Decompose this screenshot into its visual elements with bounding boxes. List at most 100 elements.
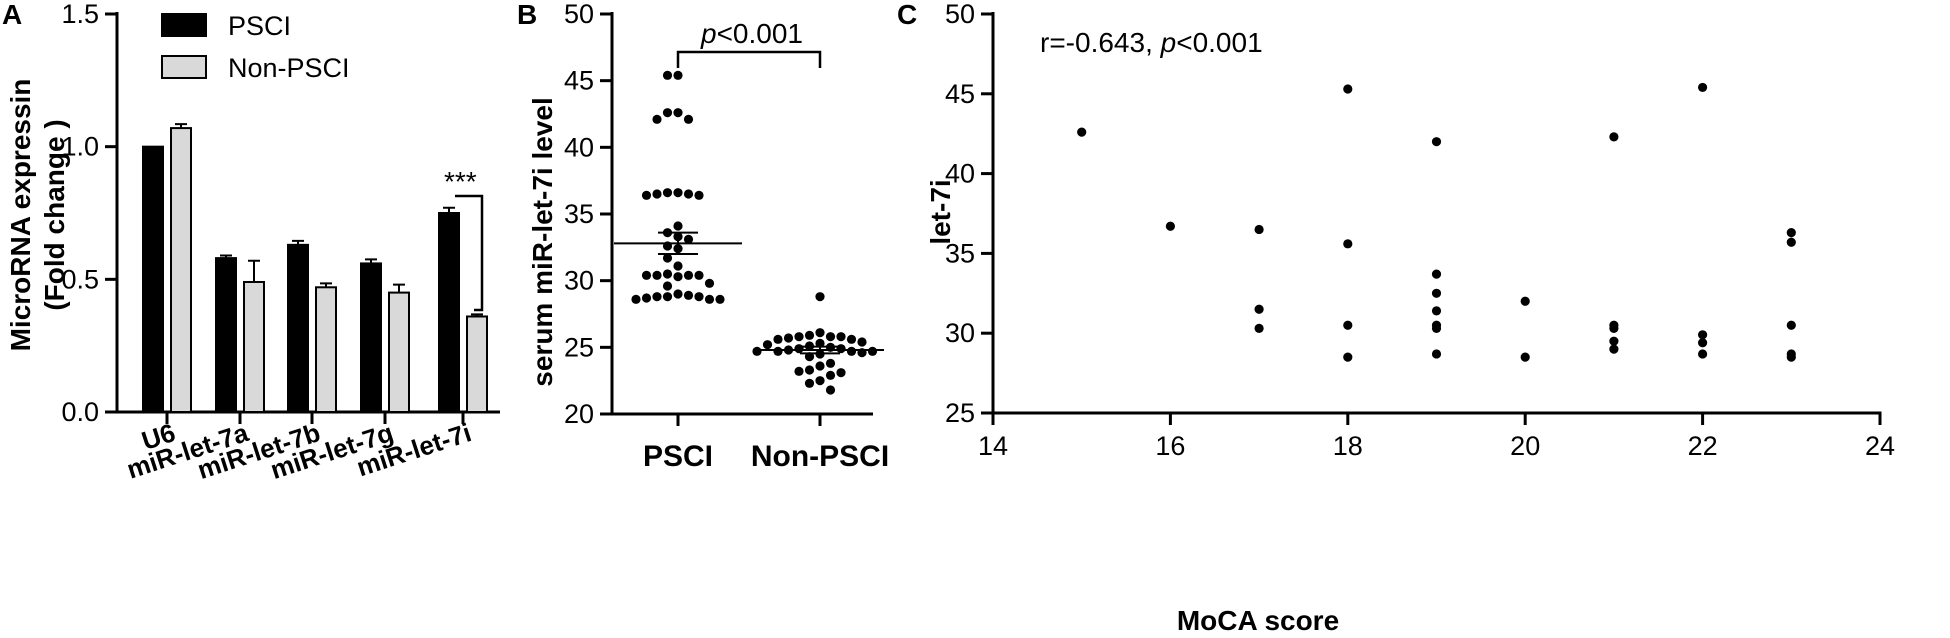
point-non-psci <box>804 365 815 375</box>
error-bar-psci-mir-let-7i <box>443 206 455 213</box>
point-psci <box>652 292 662 302</box>
point-non-psci <box>815 292 825 302</box>
bar-non-psci-u6 <box>170 127 192 414</box>
point-non-psci <box>773 334 783 344</box>
point-non-psci <box>836 344 846 354</box>
scatter-point <box>1431 306 1442 316</box>
point-non-psci <box>804 352 815 362</box>
error-bar-psci-mir-let-7g <box>365 258 377 264</box>
y-tick-label: 25 <box>945 398 975 428</box>
point-psci <box>662 281 673 291</box>
scatter-point <box>1698 82 1708 93</box>
significance-bracket: p<0.001 <box>676 18 822 68</box>
point-psci <box>673 221 683 231</box>
y-tick-label: 45 <box>564 66 594 96</box>
panel-label-c: C <box>897 0 917 30</box>
x-tick-label: 18 <box>1333 431 1363 461</box>
scatter-point <box>1254 323 1264 334</box>
bar-psci-mir-let-7i <box>438 212 460 413</box>
error-bar-non-psci-u6 <box>175 123 187 129</box>
scatter-point <box>1431 269 1442 279</box>
error-bar-non-psci-mir-let-7g <box>393 283 405 293</box>
legend-label-non-psci: Non-PSCI <box>228 53 350 83</box>
point-psci <box>673 289 683 299</box>
scatter-point <box>1609 336 1619 346</box>
point-psci <box>652 114 662 124</box>
legend-label-psci: PSCI <box>228 11 291 41</box>
x-tick-label: 22 <box>1688 431 1718 461</box>
point-psci <box>641 270 652 280</box>
scatter-point <box>1431 137 1442 147</box>
point-psci <box>683 270 694 280</box>
significance-bracket: *** <box>444 166 484 312</box>
panel-b: B serum miR-let-7i level 20 25 30 35 40 45 50 P… <box>517 0 889 473</box>
scatter-point <box>1343 320 1353 330</box>
point-non-psci <box>836 332 846 342</box>
p-value-annotation: p<0.001 <box>700 18 803 49</box>
x-axis-label: MoCA score <box>1177 605 1339 636</box>
scatter-point <box>1786 237 1796 247</box>
bar-psci-mir-let-7a <box>215 257 237 413</box>
point-non-psci <box>846 346 857 356</box>
y-tick-label: 45 <box>945 79 975 109</box>
scatter-point <box>1786 352 1796 362</box>
point-psci <box>683 290 694 300</box>
scatter-point <box>1431 349 1442 359</box>
point-non-psci <box>762 340 773 350</box>
point-non-psci <box>815 338 825 348</box>
bar-non-psci-mir-let-7i <box>466 315 488 414</box>
point-non-psci <box>836 368 846 378</box>
scatter-point <box>1431 288 1442 298</box>
point-psci <box>673 70 683 80</box>
scatter-point <box>1343 84 1353 94</box>
point-non-psci <box>815 376 825 386</box>
x-tick-label: 16 <box>1155 431 1185 461</box>
scatter-point <box>1698 330 1708 340</box>
point-psci <box>673 261 683 271</box>
y-tick-label: 50 <box>564 0 594 29</box>
scatter-point <box>1254 224 1264 235</box>
point-psci <box>694 292 704 302</box>
correlation-annotation: r=-0.643, p<0.001 <box>1040 27 1263 58</box>
point-non-psci <box>752 346 762 356</box>
point-non-psci <box>794 344 804 354</box>
point-psci <box>673 108 683 118</box>
point-psci <box>662 292 673 302</box>
point-non-psci <box>867 346 878 356</box>
panel-label-b: B <box>517 0 537 30</box>
point-psci <box>683 234 694 244</box>
scatter-point <box>1698 338 1708 348</box>
bar-non-psci-mir-let-7g <box>388 291 410 414</box>
point-psci <box>683 114 694 124</box>
point-non-psci <box>804 378 815 388</box>
point-non-psci <box>815 328 825 338</box>
x-tick-label: 20 <box>1510 431 1540 461</box>
point-psci <box>662 253 673 263</box>
error-bar-psci-mir-let-7a <box>220 254 232 259</box>
point-psci <box>641 190 652 200</box>
point-psci <box>631 294 641 304</box>
point-psci <box>704 278 715 288</box>
sem-bar-psci <box>658 231 698 255</box>
point-non-psci <box>783 333 794 343</box>
legend-swatch-psci <box>161 13 207 37</box>
y-tick-label: 1.5 <box>61 0 99 29</box>
point-psci <box>652 189 662 199</box>
scatter-point <box>1165 221 1175 231</box>
y-tick-label: 35 <box>945 238 975 268</box>
point-psci <box>641 293 652 303</box>
sem-bar-non-psci <box>800 345 840 355</box>
y-tick-label: 1.0 <box>61 132 99 162</box>
panel-label-a: A <box>2 0 22 30</box>
x-tick-label: 14 <box>978 431 1008 461</box>
legend: PSCI Non-PSCI <box>161 11 350 83</box>
error-bar-non-psci-mir-let-7i <box>471 313 483 317</box>
scatter-point <box>1609 323 1619 334</box>
y-axis-label: let-7i <box>925 179 956 244</box>
y-tick-label: 40 <box>945 159 975 189</box>
point-psci <box>662 108 673 118</box>
scatter-point <box>1609 344 1619 354</box>
x-tick-label-non-psci: Non-PSCI <box>751 440 889 473</box>
y-tick-label: 30 <box>945 318 975 348</box>
